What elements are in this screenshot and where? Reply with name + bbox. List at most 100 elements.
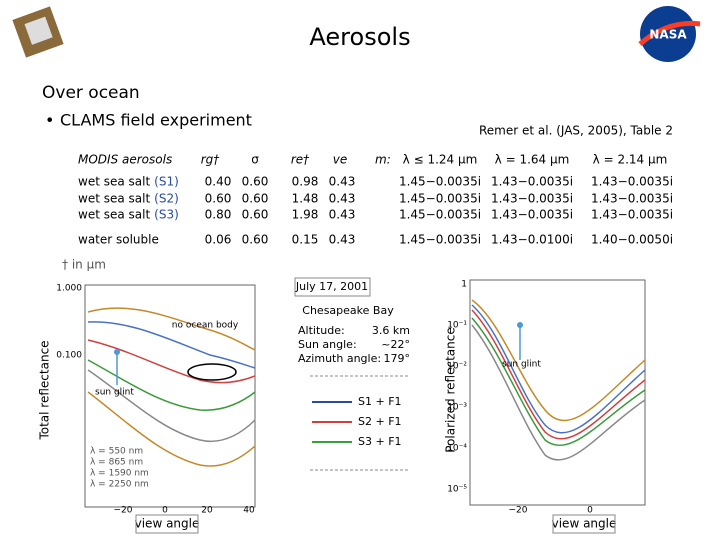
table-cell: 1.43−0.0035i: [491, 175, 573, 189]
table-cell: 0.60: [205, 192, 232, 206]
row-label: wet sea salt: [78, 192, 150, 206]
table-cell: 1.43−0.0035i: [491, 192, 573, 206]
table-header-cell: λ = 1.64 μm: [495, 153, 570, 167]
y-tick-label: 10⁻⁵: [447, 485, 467, 495]
y-tick-label: 10⁻¹: [447, 321, 467, 331]
table-header-cell: λ = 2.14 μm: [593, 153, 668, 167]
table-header-cell: m:: [375, 153, 391, 167]
legend-entry: λ = 1590 nm: [90, 469, 149, 479]
title: Aerosols: [309, 23, 410, 51]
info-value: ~22°: [381, 338, 410, 351]
svg-text:NASA: NASA: [649, 28, 687, 42]
row-tag: (S1): [154, 175, 179, 189]
table-cell: 0.98: [292, 175, 319, 189]
info: July 17, 2001 Chesapeake Bay Altitude: 3.6 …: [294, 277, 411, 471]
table-cell: 0.06: [205, 233, 232, 247]
table-cell: 0.60: [242, 208, 269, 222]
table-cell: 0.60: [242, 192, 269, 206]
table-header-cell: λ ≤ 1.24 μm: [403, 153, 478, 167]
footnote: † in μm: [62, 258, 106, 272]
row-tag: (S3): [154, 208, 179, 222]
x-tick-label: 20: [201, 506, 213, 516]
y-label: Polarized reflectance: [444, 327, 458, 452]
row-label: wet sea salt: [78, 175, 150, 189]
legend-entry: S1 + F1: [358, 395, 402, 408]
x-tick-label: −20: [114, 506, 133, 516]
table-cell: 1.45−0.0035i: [399, 233, 481, 247]
left-plot-text: 1.000 0.100 −20 0 20 40 no ocean body sun glint…: [56, 284, 255, 516]
table-cell: 1.40−0.0050i: [591, 233, 673, 247]
right-curves: [471, 299, 646, 461]
table-cell: 0.43: [329, 233, 356, 247]
table-cell: 0.15: [292, 233, 319, 247]
y-tick-label: 0.100: [56, 351, 82, 361]
table-header-cell: MODIS aerosols: [78, 153, 172, 167]
x-tick-label: 0: [162, 506, 168, 516]
info-value: 179°: [384, 352, 411, 365]
y-tick-label: 10⁻⁴: [447, 444, 467, 454]
table-cell: 1.43−0.0035i: [491, 208, 573, 222]
table-cell: 0.40: [205, 175, 232, 189]
place: Chesapeake Bay: [302, 304, 394, 317]
bullet: CLAMS field experiment: [60, 111, 252, 130]
table: MODIS aerosols rg† σ re† ve m: λ ≤ 1.24 μm λ = …: [78, 153, 673, 247]
table-cell: 1.48: [292, 192, 319, 206]
left-plot-frame: [84, 284, 256, 508]
row-tag: (S2): [154, 192, 179, 206]
satellite-logo: [12, 6, 64, 58]
table-cell: 0.43: [329, 208, 356, 222]
citation: Remer et al. (JAS, 2005), Table 2: [479, 124, 673, 138]
legend-entry: S2 + F1: [358, 415, 402, 428]
table-cell: 1.45−0.0035i: [399, 192, 481, 206]
section: Over ocean: [42, 83, 140, 103]
x-tick-label: 0: [587, 506, 593, 516]
legend-entry: λ = 865 nm: [90, 458, 143, 468]
table-header-cell: rg†: [201, 153, 221, 167]
info-key: Sun angle:: [298, 338, 357, 351]
row-label: water soluble: [78, 233, 159, 247]
table-cell: 1.45−0.0035i: [399, 175, 481, 189]
x-label-box: [135, 514, 199, 534]
info-value: 3.6 km: [372, 324, 410, 337]
table-cell: 0.80: [205, 208, 232, 222]
table-header-cell: σ: [251, 153, 259, 167]
annotation: no ocean body: [172, 321, 239, 331]
annotation: sun glint: [95, 388, 134, 398]
y-label: Total reflectance: [38, 340, 52, 440]
table-cell: 0.60: [242, 233, 269, 247]
annotation: sun glint: [502, 360, 541, 370]
table-cell: 1.43−0.0100i: [491, 233, 573, 247]
left-curves: [87, 307, 256, 467]
table-cell: 1.43−0.0035i: [591, 192, 673, 206]
row-label: wet sea salt: [78, 208, 150, 222]
info-key: Altitude:: [298, 324, 345, 337]
x-label-box: [552, 514, 616, 534]
x-tick-label: −20: [509, 506, 528, 516]
y-tick-label: 1.000: [56, 284, 82, 294]
legend-entry: λ = 2250 nm: [90, 480, 149, 490]
x-label: view angle: [552, 517, 617, 531]
table-cell: 1.43−0.0035i: [591, 208, 673, 222]
bullet-dot: •: [45, 111, 54, 130]
x-tick-label: 40: [243, 506, 255, 516]
right-plot-frame: [469, 279, 646, 506]
x-label: view angle: [135, 517, 200, 531]
table-header-cell: ve: [333, 153, 347, 167]
y-tick-label: 1: [461, 280, 467, 290]
legend-entry: S3 + F1: [358, 435, 402, 448]
nasa-logo: NASA: [638, 6, 701, 62]
table-cell: 1.98: [292, 208, 319, 222]
table-cell: 0.43: [329, 175, 356, 189]
legend-entry: λ = 550 nm: [90, 447, 143, 457]
date: July 17, 2001: [295, 280, 368, 293]
table-cell: 0.60: [242, 175, 269, 189]
info-key: Azimuth angle:: [298, 352, 381, 365]
table-cell: 0.43: [329, 192, 356, 206]
table-header-cell: re†: [291, 153, 310, 167]
right-plot-text: 1 10⁻¹ 10⁻² 10⁻³ 10⁻⁴ 10⁻⁵ −20 0 sun glint: [447, 280, 593, 516]
table-cell: 1.45−0.0035i: [399, 208, 481, 222]
table-cell: 1.43−0.0035i: [591, 175, 673, 189]
y-tick-label: 10⁻³: [447, 403, 467, 413]
